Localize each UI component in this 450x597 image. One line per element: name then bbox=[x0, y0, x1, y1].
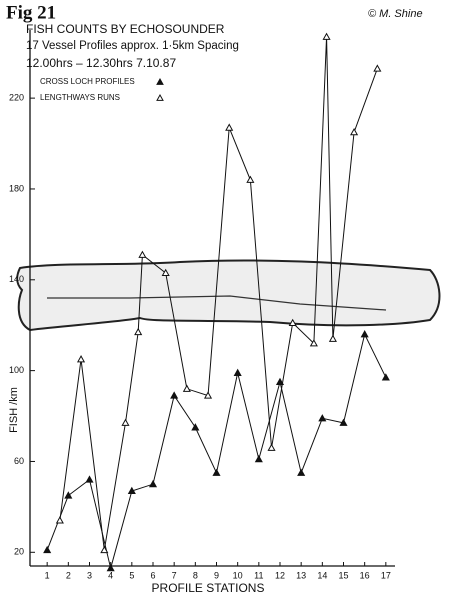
legend-label: LENGTHWAYS RUNS bbox=[40, 93, 120, 102]
data-point bbox=[121, 418, 130, 426]
chart-subtitle: 17 Vessel Profiles approx. 1·5km Spacing bbox=[26, 40, 239, 52]
x-tick-label: 17 bbox=[381, 570, 391, 580]
data-point bbox=[134, 327, 143, 336]
series-line bbox=[59, 36, 378, 551]
data-point bbox=[212, 468, 221, 476]
data-point bbox=[225, 123, 234, 131]
x-axis-label: PROFILE STATIONS bbox=[152, 581, 265, 595]
x-tick-label: 8 bbox=[193, 570, 198, 580]
data-point bbox=[76, 355, 86, 363]
data-point bbox=[233, 368, 242, 376]
x-tick-label: 14 bbox=[317, 570, 327, 580]
y-tick-label: 60 bbox=[14, 456, 24, 466]
data-point bbox=[360, 330, 369, 338]
data-point bbox=[318, 414, 327, 422]
x-tick-label: 3 bbox=[87, 570, 92, 580]
data-point bbox=[106, 563, 115, 572]
signature: © M. Shine bbox=[368, 8, 423, 20]
x-tick-label: 12 bbox=[275, 570, 285, 580]
data-point bbox=[267, 443, 276, 451]
data-point bbox=[309, 339, 318, 347]
series-line bbox=[46, 332, 387, 569]
data-point bbox=[182, 384, 191, 392]
data-point bbox=[138, 250, 147, 258]
y-tick-label: 180 bbox=[9, 183, 24, 193]
x-tick-label: 10 bbox=[233, 570, 243, 580]
data-point bbox=[203, 391, 213, 399]
x-tick-label: 4 bbox=[108, 570, 113, 580]
data-point bbox=[55, 516, 64, 524]
x-tick-label: 15 bbox=[338, 570, 348, 580]
data-point bbox=[148, 479, 158, 488]
data-point bbox=[288, 318, 297, 326]
x-tick-label: 13 bbox=[296, 570, 306, 580]
y-axis-label: FISH /km bbox=[8, 387, 20, 433]
data-point bbox=[246, 175, 255, 183]
y-tick-label: 220 bbox=[9, 93, 24, 103]
x-tick-label: 5 bbox=[129, 570, 134, 580]
data-point bbox=[85, 475, 94, 483]
legend-marker bbox=[156, 77, 164, 85]
x-tick-label: 6 bbox=[150, 570, 155, 580]
x-tick-label: 7 bbox=[172, 570, 177, 580]
data-point bbox=[191, 423, 200, 431]
data-point bbox=[328, 334, 337, 342]
y-tick-label: 140 bbox=[9, 274, 24, 284]
figure-label: Fig 21 bbox=[6, 2, 56, 23]
data-point bbox=[373, 64, 382, 72]
data-point bbox=[350, 127, 359, 136]
data-point bbox=[170, 391, 179, 399]
data-point bbox=[64, 491, 73, 499]
data-point bbox=[254, 454, 263, 463]
chart-title: FISH COUNTS BY ECHOSOUNDER bbox=[26, 22, 225, 36]
x-tick-label: 1 bbox=[45, 570, 50, 580]
loch-outline bbox=[16, 259, 441, 332]
data-point bbox=[127, 486, 136, 495]
data-point bbox=[297, 468, 306, 476]
data-point bbox=[100, 545, 109, 554]
time-note: 12.00hrs – 12.30hrs 7.10.87 bbox=[26, 56, 176, 70]
y-tick-label: 20 bbox=[14, 547, 24, 557]
legend-label: CROSS LOCH PROFILES bbox=[40, 77, 135, 86]
x-tick-label: 2 bbox=[66, 570, 71, 580]
legend-marker bbox=[156, 93, 164, 101]
data-point bbox=[161, 268, 170, 277]
x-tick-label: 9 bbox=[214, 570, 219, 580]
loch-profile-line bbox=[47, 295, 387, 311]
data-point bbox=[339, 418, 348, 426]
data-point bbox=[43, 545, 52, 554]
x-tick-label: 16 bbox=[360, 570, 370, 580]
data-point bbox=[322, 32, 331, 40]
data-point bbox=[275, 377, 285, 386]
data-point bbox=[381, 373, 390, 381]
y-tick-label: 100 bbox=[9, 365, 24, 375]
x-tick-label: 11 bbox=[254, 570, 263, 580]
